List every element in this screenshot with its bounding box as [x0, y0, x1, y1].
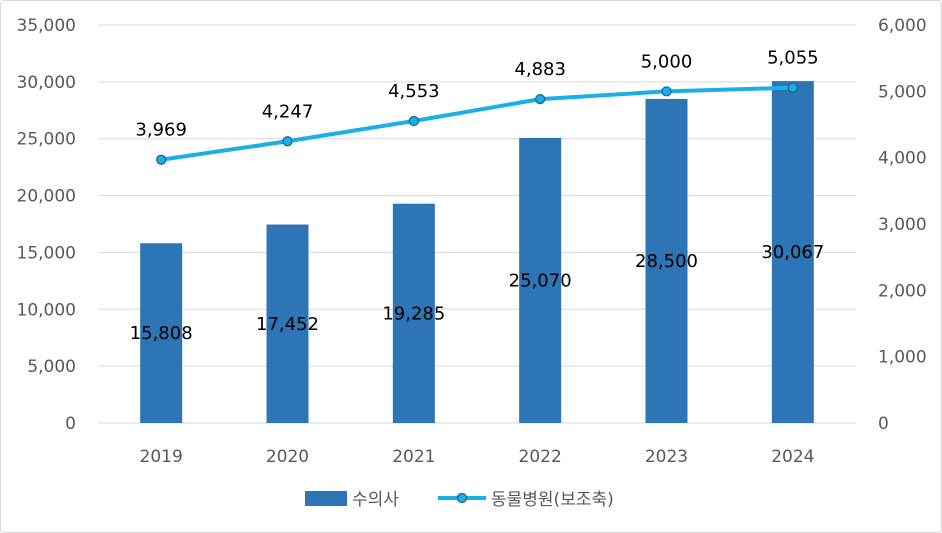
bar-data-label: 19,285	[382, 303, 445, 324]
bar-series: 15,808 17,452 19,285 25,070 28,500 30,067	[130, 81, 824, 424]
left-axis-tick-label: 0	[65, 414, 76, 434]
bar	[519, 137, 562, 424]
line-data-label: 4,553	[388, 81, 440, 102]
line-data-label: 5,055	[767, 48, 819, 69]
bar	[771, 81, 814, 423]
series-line	[160, 85, 793, 162]
line-point	[408, 115, 419, 127]
right-axis-tick-label: 0	[878, 414, 889, 434]
x-axis-ticks: 2019 2020 2021 2022 2023 2024	[140, 447, 815, 467]
line-point	[535, 93, 546, 105]
gridlines	[98, 24, 856, 424]
bar-data-label: 28,500	[635, 251, 698, 272]
x-axis-tick-label: 2019	[140, 447, 183, 467]
right-axis-tick-label: 4,000	[878, 149, 927, 169]
x-axis-tick-label: 2024	[771, 447, 814, 467]
right-axis-tick-label: 3,000	[878, 215, 927, 235]
legend-swatch-bar	[305, 491, 347, 506]
line-point	[787, 82, 798, 93]
bar-data-label: 25,070	[509, 270, 572, 291]
right-axis-ticks: 0 1,000 2,000 3,000 4,000 5,000 6,000	[878, 16, 927, 434]
left-axis-tick-label: 25,000	[17, 130, 76, 150]
left-axis-tick-label: 30,000	[17, 73, 76, 93]
left-axis-tick-label: 15,000	[17, 243, 76, 263]
left-axis-tick-label: 5,000	[27, 357, 76, 377]
bar-data-label: 15,808	[130, 323, 193, 344]
line-series: 3,969 4,247 4,553 4,883 5,000 5,055	[135, 48, 819, 165]
line-point	[661, 86, 672, 97]
bar	[266, 224, 309, 423]
right-axis-tick-label: 2,000	[878, 281, 927, 301]
x-axis-tick-label: 2022	[519, 447, 562, 467]
line-point	[156, 154, 167, 165]
left-axis-tick-label: 10,000	[17, 300, 76, 320]
left-axis-ticks: 0 5,000 10,000 15,000 20,000 25,000 30,000 35,0…	[17, 16, 76, 434]
line-data-label: 5,000	[641, 51, 693, 72]
left-axis-tick-label: 35,000	[17, 16, 76, 36]
bar	[140, 243, 183, 423]
line-point	[282, 136, 293, 147]
x-axis-tick-label: 2020	[266, 447, 309, 467]
right-axis-tick-label: 5,000	[878, 82, 927, 102]
legend: 수의사 동물병원(보조축)	[305, 490, 614, 510]
line-data-label: 4,883	[514, 59, 566, 80]
line-data-label: 4,247	[262, 101, 314, 122]
right-axis-tick-label: 1,000	[878, 348, 927, 368]
x-axis-tick-label: 2023	[645, 447, 688, 467]
left-axis-tick-label: 20,000	[17, 187, 76, 207]
bar	[392, 203, 435, 423]
bar-data-label: 17,452	[256, 314, 319, 335]
legend-label: 수의사	[352, 490, 399, 510]
bar	[645, 98, 688, 424]
legend-swatch-marker	[456, 492, 468, 504]
x-axis-tick-label: 2021	[392, 447, 435, 467]
bar-data-label: 30,067	[761, 242, 824, 263]
legend-label: 동물병원(보조축)	[491, 490, 614, 510]
line-data-label: 3,969	[135, 120, 187, 141]
right-axis-tick-label: 6,000	[878, 16, 927, 36]
